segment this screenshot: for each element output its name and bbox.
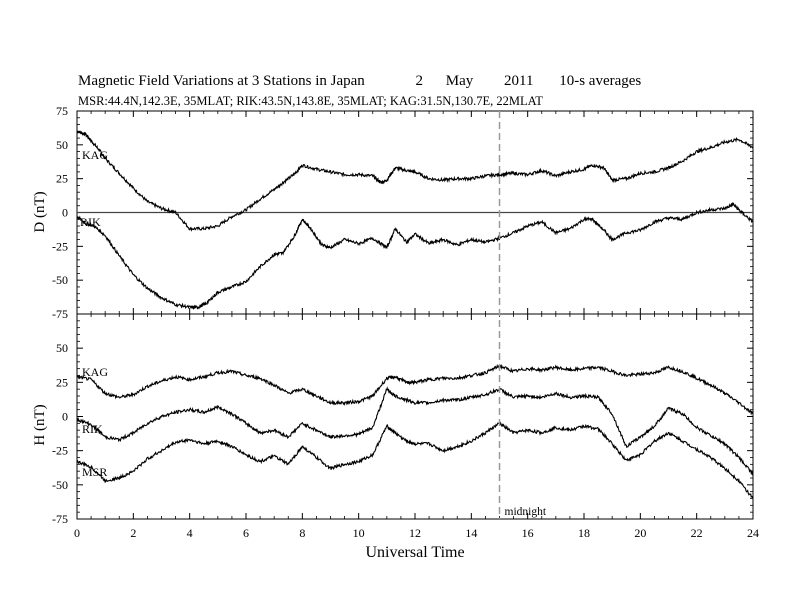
series-label-msr: MSR [82,465,107,479]
y-tick-label: -25 [52,239,68,253]
x-tick-label: 16 [522,526,534,540]
y-tick-label: 50 [56,138,68,152]
title-day: 2 [415,73,424,89]
x-tick-label: 2 [130,526,136,540]
x-tick-label: 24 [747,526,759,540]
y-tick-label: 0 [62,206,68,220]
x-tick-label: 22 [691,526,703,540]
title-averages: 10-s averages [559,73,642,89]
x-tick-label: 14 [465,526,477,540]
y-tick-label: -50 [52,478,68,492]
x-tick-label: 4 [187,526,193,540]
x-tick-label: 8 [299,526,305,540]
series-label-rik: RIK [80,215,101,229]
x-tick-label: 20 [634,526,646,540]
series-line-rik [76,386,754,476]
h-panel: 50 25 0 -25 -50 -75 H (nT) KAG RIK MSR [32,313,754,526]
series-line-msr [76,421,754,499]
series-label-kag: KAG [82,148,108,162]
x-tick-label: 6 [243,526,249,540]
panel-frame [76,313,754,520]
series-line-rik [76,202,754,310]
series-line-kag [76,363,754,416]
title-main: Magnetic Field Variations at 3 Stations … [78,73,365,89]
chart-subtitle: MSR:44.4N,142.3E, 35MLAT; RIK:43.5N,143.… [78,94,543,108]
y-tick-label: 25 [56,375,68,389]
series-label-kag: KAG [82,365,108,379]
y-tick-label: 75 [56,104,68,118]
y-tick-label: -50 [52,273,68,287]
y-tick-label: -25 [52,444,68,458]
d-panel: 75 50 25 0 -25 -50 -75 D (nT) KAG RIK [32,104,754,321]
x-tick-label: 0 [74,526,80,540]
y-axis-label: D (nT) [32,191,48,232]
series-label-rik: RIK [82,422,103,436]
x-tick-label: 12 [409,526,421,540]
title-month: May [445,73,474,89]
y-tick-label: 25 [56,172,68,186]
series-line-kag [76,130,754,232]
y-axis-label: H (nT) [32,404,48,445]
y-tick-label: -75 [52,512,68,526]
x-tick-label: 18 [578,526,590,540]
x-tick-label: 10 [353,526,365,540]
y-tick-label: -75 [52,307,68,321]
title-year: 2011 [504,73,534,89]
y-tick-label: 0 [62,410,68,424]
midnight-marker-label: midnight [505,506,547,518]
y-tick-label: 50 [56,341,68,355]
x-axis-label: Universal Time [365,544,464,561]
chart-title: Magnetic Field Variations at 3 Stations … [78,73,641,90]
